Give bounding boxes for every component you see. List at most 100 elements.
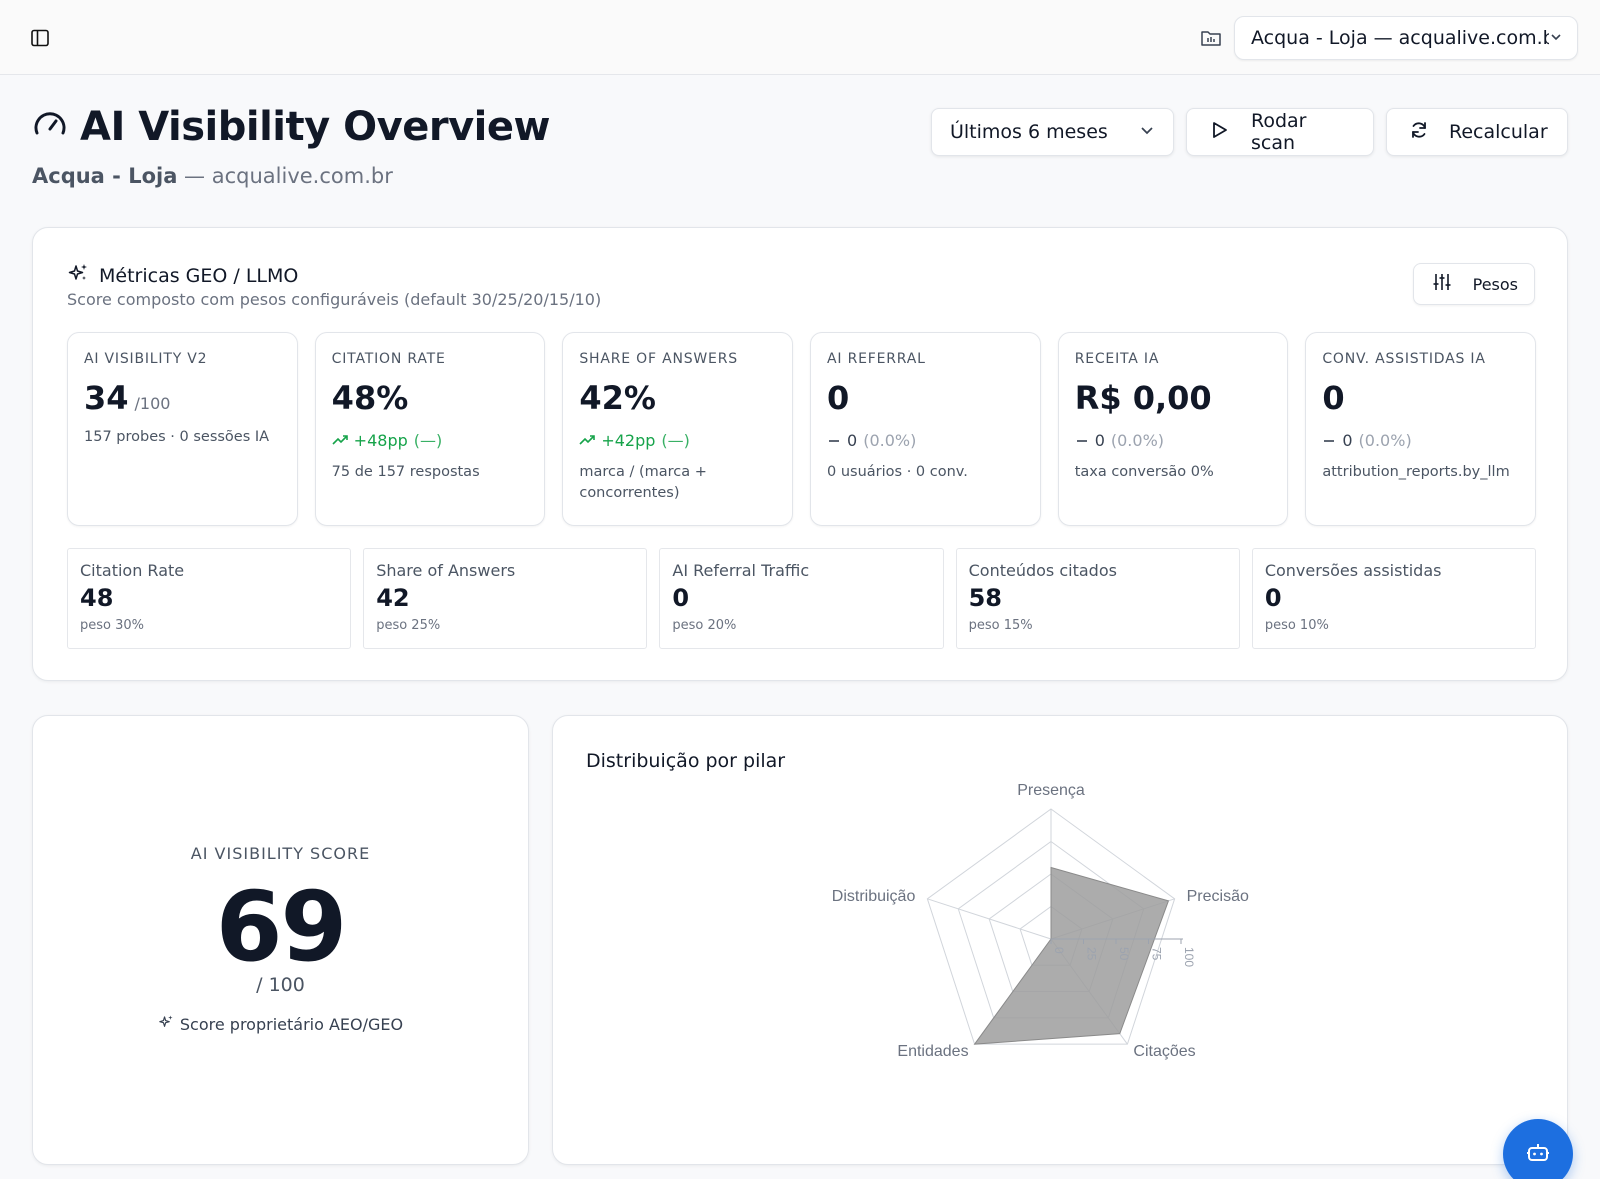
score-note: Score proprietário AEO/GEO (33, 1014, 528, 1034)
metrics-title-text: Métricas GEO / LLMO (99, 264, 299, 287)
score-label: AI VISIBILITY SCORE (190, 844, 371, 863)
radar-tick-label: 50 (1117, 947, 1131, 961)
metrics-card: Métricas GEO / LLMO Score composto com p… (32, 227, 1568, 681)
radar-tick-label: 75 (1150, 947, 1164, 961)
weight-card-share-of-answers: Share of Answers 42 peso 25% (363, 548, 648, 649)
kpi-delta-value: 0 (1342, 431, 1353, 450)
recalculate-label: Recalcular (1449, 121, 1548, 143)
kpi-sub: 157 probes · 0 sessões IA (84, 429, 270, 445)
radar-tick-label: 0 (1052, 947, 1066, 954)
kpi-value: 48% (331, 379, 409, 417)
run-scan-label: Rodar scan (1251, 110, 1307, 154)
sidebar-icon[interactable] (28, 26, 52, 50)
weight-label: Conversões assistidas (1264, 561, 1442, 580)
kpi-card-conv-assistidas: CONV. ASSISTIDAS IA 0 0 (0.0%) attributi… (1305, 332, 1537, 526)
radar-axis-label: Precisão (1187, 888, 1249, 905)
top-bar: Acqua - Loja — acqualive.com.br (0, 0, 1600, 75)
minus-icon (1075, 431, 1089, 450)
kpi-unit: /100 (134, 394, 171, 413)
kpi-label: AI VISIBILITY V2 (84, 351, 208, 367)
weight-label: Conteúdos citados (968, 561, 1117, 580)
kpi-delta-value: 0 (1094, 431, 1105, 450)
radar-tick-label: 100 (1182, 947, 1196, 967)
kpi-sub: marca / (marca + concorrentes) (579, 464, 707, 502)
kpi-label: SHARE OF ANSWERS (579, 351, 738, 367)
weight-sub: peso 25% (376, 618, 441, 633)
play-icon (1209, 120, 1229, 145)
radar-data-area (973, 866, 1170, 1045)
project-select-value: Acqua - Loja — acqualive.com.br (1251, 27, 1549, 49)
kpi-delta-note: (0.0%) (1358, 431, 1412, 450)
page-title: AI Visibility Overview (32, 104, 550, 150)
weights-label: Pesos (1472, 274, 1518, 294)
bot-icon (1525, 1139, 1551, 1169)
radar-chart: 0 25 50 75 100 Presença Precisão Citações Entida… (832, 782, 1249, 1060)
weights-row: Citation Rate 48 peso 30% Share of Answe… (67, 548, 1537, 649)
subtitle-domain: — acqualive.com.br (177, 164, 393, 188)
period-select-value: Últimos 6 meses (950, 121, 1108, 143)
kpi-value: 34/100 (84, 379, 281, 417)
chevron-down-icon (1139, 121, 1155, 143)
assistant-button[interactable] (1503, 1119, 1573, 1179)
folder-chart-icon (1199, 26, 1223, 50)
kpi-sub: taxa conversão 0% (1074, 464, 1214, 480)
weight-card-citation-rate: Citation Rate 48 peso 30% (67, 548, 352, 649)
kpi-value: 0 (1322, 379, 1345, 417)
period-select[interactable]: Últimos 6 meses (931, 108, 1174, 156)
kpi-delta-note: (—) (413, 431, 443, 450)
minus-icon (827, 431, 841, 450)
kpi-delta-value: 0 (847, 431, 858, 450)
radar-axis-label: Entidades (897, 1043, 968, 1060)
kpi-value: 0 (827, 379, 850, 417)
sparkles-icon (67, 262, 89, 289)
weight-card-conteudos-citados: Conteúdos citados 58 peso 15% (955, 548, 1240, 649)
trending-up-icon (579, 431, 596, 450)
weight-value: 42 (376, 584, 410, 612)
kpi-card-ai-referral: AI REFERRAL 0 0 (0.0%) 0 usuários · 0 co… (810, 332, 1041, 526)
weight-value: 0 (672, 584, 690, 612)
project-select[interactable]: Acqua - Loja — acqualive.com.br (1234, 16, 1578, 60)
subtitle-brand: Acqua - Loja (32, 164, 178, 188)
kpi-delta-note: (—) (661, 431, 690, 450)
score-value: 69 (215, 871, 348, 983)
weight-value: 0 (1264, 584, 1282, 612)
radar-grid-ring (926, 808, 1176, 1045)
kpi-delta: 0 (0.0%) (1322, 431, 1519, 450)
weights-button[interactable]: Pesos (1413, 263, 1535, 305)
kpi-delta: 0 (0.0%) (827, 431, 1024, 450)
recalculate-button[interactable]: Recalcular (1386, 108, 1568, 156)
run-scan-button[interactable]: Rodar scan (1186, 108, 1374, 156)
kpi-label: AI REFERRAL (827, 351, 926, 367)
page-subtitle: Acqua - Loja — acqualive.com.br (32, 164, 393, 188)
refresh-icon (1409, 120, 1429, 145)
weight-label: AI Referral Traffic (672, 561, 810, 580)
chevron-down-icon (1549, 27, 1563, 49)
weight-label: Citation Rate (80, 561, 185, 580)
kpi-sub: 0 usuários · 0 conv. (827, 464, 968, 480)
weight-sub: peso 10% (1264, 618, 1329, 633)
kpi-value: 42% (579, 379, 656, 417)
minus-icon (1322, 431, 1336, 450)
radar-card: Distribuição por pilar 0 25 50 75 100 Presenç… (552, 715, 1568, 1165)
trending-up-icon (332, 431, 348, 450)
kpi-sub: 75 de 157 respostas (331, 464, 480, 480)
kpi-delta-note: (0.0%) (1110, 431, 1165, 450)
kpi-card-ai-visibility: AI VISIBILITY V2 34/100 157 probes · 0 s… (67, 332, 298, 526)
kpi-delta: +42pp (—) (579, 431, 776, 450)
kpi-delta-value: +42pp (601, 431, 656, 450)
sparkles-icon (158, 1014, 174, 1034)
weight-value: 48 (80, 584, 114, 612)
kpi-delta: +48pp (—) (332, 431, 529, 450)
kpi-delta-note: (0.0%) (863, 431, 917, 450)
weight-value: 58 (968, 584, 1003, 612)
kpi-row: AI VISIBILITY V2 34/100 157 probes · 0 s… (67, 332, 1537, 526)
kpi-card-receita-ia: RECEITA IA R$ 0,00 0 (0.0%) taxa convers… (1057, 332, 1289, 526)
kpi-value: R$ 0,00 (1074, 379, 1212, 417)
radar-tick-label: 25 (1085, 947, 1099, 961)
weight-sub: peso 15% (968, 618, 1033, 633)
weight-sub: peso 30% (80, 618, 145, 633)
radar-axis-label: Citações (1133, 1043, 1195, 1060)
sliders-icon (1432, 272, 1452, 296)
kpi-delta-value: +48pp (353, 431, 408, 450)
radar-axis-label: Distribuição (832, 888, 916, 905)
